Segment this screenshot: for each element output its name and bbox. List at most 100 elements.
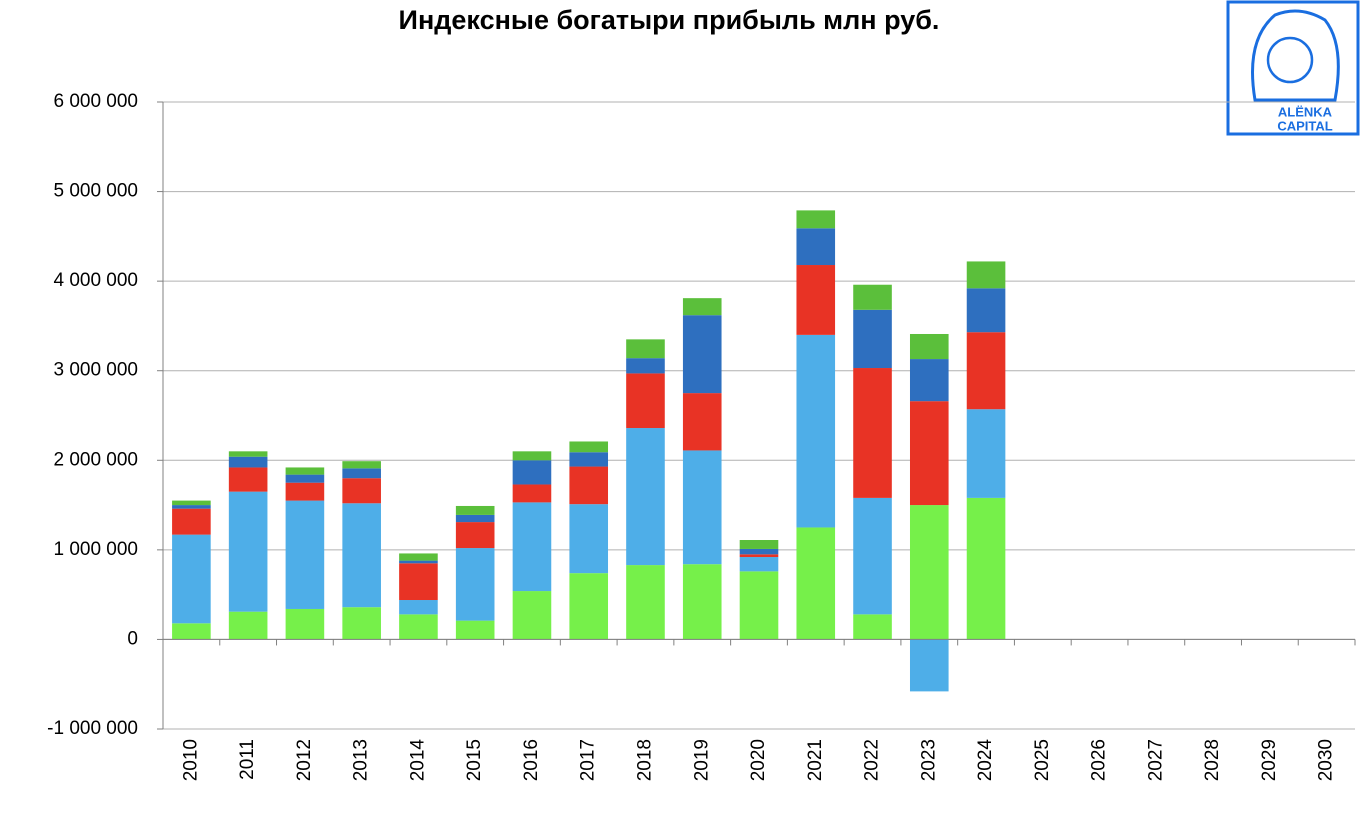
x-tick-label: 2016: [521, 739, 542, 781]
bar-segment: [853, 284, 892, 310]
bar-segment: [853, 497, 892, 615]
x-tick-label: 2014: [407, 739, 428, 782]
bar-segment: [739, 548, 779, 555]
bar-segment: [682, 315, 722, 394]
bar-segment: [966, 332, 1006, 410]
bar-segment: [853, 614, 892, 640]
bar-segment: [399, 600, 438, 615]
logo-face: [1266, 36, 1314, 84]
bar-segment: [909, 505, 949, 640]
x-tick-label: 2024: [975, 739, 996, 782]
bar-segment: [512, 484, 552, 503]
logo-text: CAPITAL: [1277, 118, 1332, 133]
bar-segment: [172, 623, 211, 640]
bar-segment: [228, 491, 268, 612]
bar-segment: [228, 467, 268, 492]
bar-segment: [569, 452, 609, 467]
bar-segment: [399, 614, 438, 640]
bar-segment: [909, 333, 949, 360]
y-tick-label: 0: [127, 628, 138, 649]
x-tick-label: 2030: [1316, 739, 1337, 781]
bar-segment: [626, 428, 665, 566]
bar-segment: [626, 339, 665, 359]
bar-segment: [966, 497, 1006, 640]
x-tick-label: 2017: [578, 739, 599, 781]
x-tick-label: 2027: [1145, 739, 1166, 781]
y-tick-label: 6 000 000: [53, 91, 138, 112]
bar-segment: [569, 504, 609, 574]
x-tick-label: 2023: [918, 739, 939, 781]
bar-segment: [342, 503, 381, 608]
bar-segment: [569, 466, 609, 505]
x-tick-label: 2013: [351, 739, 372, 781]
x-tick-label: 2022: [862, 739, 883, 781]
bar-segment: [739, 540, 779, 549]
bar-segment: [909, 359, 949, 402]
bar-segment: [172, 534, 211, 624]
bar-segment: [512, 451, 552, 461]
bar-segment: [342, 461, 381, 469]
bar-segment: [796, 228, 836, 266]
bar-segment: [285, 500, 325, 609]
bar-segment: [342, 607, 381, 640]
bar-segment: [966, 409, 1006, 498]
logo-text: ALËNKA: [1278, 104, 1333, 119]
bar-segment: [455, 548, 495, 621]
bar-segment: [682, 393, 722, 451]
x-tick-label: 2011: [237, 739, 258, 780]
bar-segment: [909, 639, 949, 692]
bar-segment: [228, 611, 268, 640]
bar-segment: [172, 505, 211, 509]
bar-segment: [512, 591, 552, 640]
bar-segment: [172, 508, 211, 535]
x-tick-label: 2025: [1032, 739, 1053, 781]
bar-segment: [796, 210, 836, 229]
logo-doll: [1251, 9, 1340, 102]
logo: ALËNKA CAPITAL: [1226, 0, 1360, 136]
x-tick-label: 2010: [180, 739, 201, 781]
bar-segment: [285, 474, 325, 483]
bar-segment: [285, 608, 325, 640]
bar-segment: [853, 368, 892, 498]
bar-segment: [342, 468, 381, 479]
bar-segment: [512, 502, 552, 592]
bar-segment: [455, 522, 495, 549]
bar-segment: [455, 505, 495, 515]
bar-segment: [455, 514, 495, 523]
bar-segment: [455, 620, 495, 640]
y-tick-label: 5 000 000: [53, 181, 138, 202]
bar-segment: [569, 441, 609, 453]
bar-segment: [285, 467, 325, 475]
bar-segment: [853, 309, 892, 369]
bar-segment: [342, 478, 381, 504]
chart-title: Индексные богатыри прибыль млн руб.: [399, 5, 940, 35]
bar-segment: [399, 553, 438, 561]
bar-segment: [512, 460, 552, 485]
y-tick-label: 3 000 000: [53, 360, 138, 381]
y-tick-label: -1 000 000: [47, 718, 138, 739]
bar-segment: [682, 564, 722, 640]
bar-segment: [682, 298, 722, 316]
bar-segment: [228, 456, 268, 468]
bar-segment: [739, 554, 779, 558]
bar-segment: [796, 334, 836, 528]
x-tick-label: 2018: [634, 739, 655, 781]
bar-segment: [739, 571, 779, 640]
x-tick-label: 2029: [1259, 739, 1280, 781]
bar-segment: [285, 482, 325, 501]
y-tick-label: 4 000 000: [53, 270, 138, 291]
bar-segment: [796, 527, 836, 640]
x-tick-label: 2019: [691, 739, 712, 781]
bar-segment: [626, 358, 665, 374]
bar-segment: [796, 265, 836, 335]
bar-segment: [966, 288, 1006, 333]
y-tick-label: 1 000 000: [53, 539, 138, 560]
y-tick-label: 2 000 000: [53, 449, 138, 470]
x-tick-label: 2020: [748, 739, 769, 781]
bar-segment: [172, 500, 211, 506]
bar-segment: [682, 450, 722, 565]
bar-segment: [569, 573, 609, 640]
bar-segment: [399, 560, 438, 564]
bar-segment: [626, 565, 665, 640]
x-tick-label: 2028: [1202, 739, 1223, 781]
